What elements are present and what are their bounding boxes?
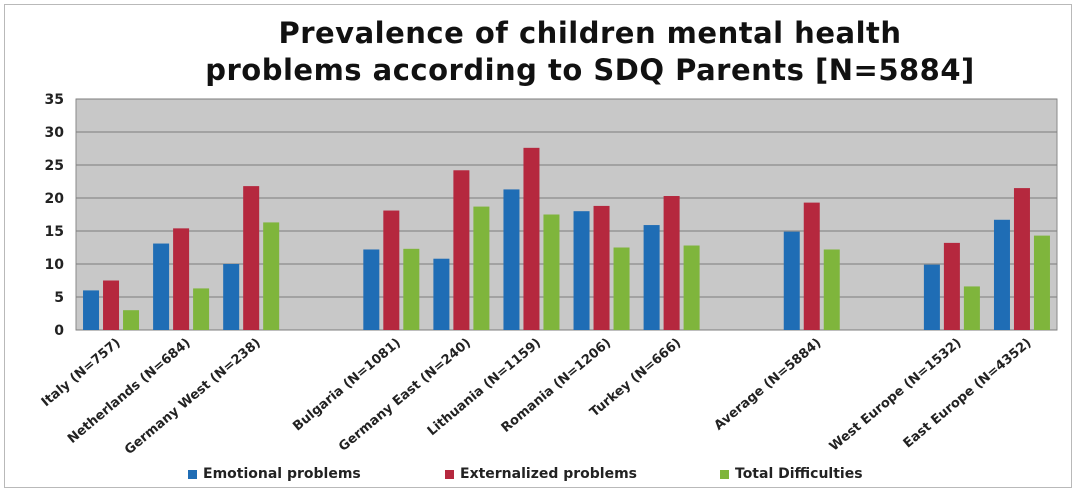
x-tick-label: East Europe (N=4352): [901, 336, 1035, 452]
bar: [663, 196, 680, 330]
legend-item: Externalized problems: [445, 466, 637, 482]
bar: [783, 231, 800, 330]
legend-label: Emotional problems: [203, 466, 361, 482]
bar: [823, 249, 840, 330]
bar: [573, 211, 590, 330]
bar: [193, 288, 210, 330]
chart-title-line-1: Prevalence of children mental health: [278, 16, 902, 50]
x-tick-label: West Europe (N=1532): [827, 336, 965, 455]
bar: [683, 245, 700, 330]
legend-label: Total Difficulties: [735, 466, 863, 482]
y-tick-label: 15: [45, 224, 64, 240]
bar: [993, 219, 1010, 330]
legend-item: Emotional problems: [188, 466, 361, 482]
legend-swatch: [720, 469, 729, 479]
y-tick-label: 35: [45, 92, 64, 108]
bar: [263, 222, 280, 330]
bar: [963, 286, 980, 330]
chart-title-line-2: problems according to SDQ Parents [N=588…: [205, 53, 975, 87]
legend-swatch: [188, 469, 197, 479]
bar: [503, 189, 520, 330]
y-tick-label: 30: [45, 125, 65, 141]
y-tick-label: 25: [45, 158, 64, 174]
bar: [923, 264, 940, 330]
x-tick-label: Netherlands (N=684): [65, 336, 194, 447]
bar: [523, 147, 540, 330]
bar: [83, 290, 100, 330]
legend-item: Total Difficulties: [720, 466, 863, 482]
x-tick-label: Average (N=5884): [712, 336, 825, 434]
bar: [543, 214, 560, 330]
x-tick-label: Lithuania (N=1159): [425, 336, 544, 439]
bar: [153, 243, 170, 330]
bar: [1013, 188, 1030, 330]
x-tick-label: Germany East (N=240): [336, 336, 474, 455]
legend-swatch: [445, 469, 454, 479]
bar: [593, 205, 610, 330]
bar: [943, 242, 960, 330]
bar: [103, 280, 120, 330]
chart-legend: Emotional problems Externalized problems T…: [0, 466, 1078, 486]
bar: [1033, 235, 1050, 330]
bar: [433, 258, 450, 330]
bar: [243, 186, 260, 330]
bar: [123, 310, 140, 330]
bar: [803, 202, 820, 330]
bar: [173, 228, 190, 330]
y-tick-label: 5: [54, 290, 64, 306]
bar: [383, 210, 400, 330]
y-tick-label: 10: [45, 257, 65, 273]
plot-area: [75, 98, 1058, 331]
y-tick-label: 20: [45, 191, 65, 207]
bar: [403, 248, 420, 330]
bar: [473, 206, 490, 330]
bar: [613, 247, 630, 330]
y-tick-label: 0: [54, 323, 64, 339]
bar: [643, 225, 660, 330]
bar: [453, 170, 470, 330]
bar: [363, 249, 380, 330]
bar: [223, 264, 240, 330]
x-tick-label: Germany West (N=238): [122, 336, 264, 458]
legend-label: Externalized problems: [460, 466, 638, 482]
